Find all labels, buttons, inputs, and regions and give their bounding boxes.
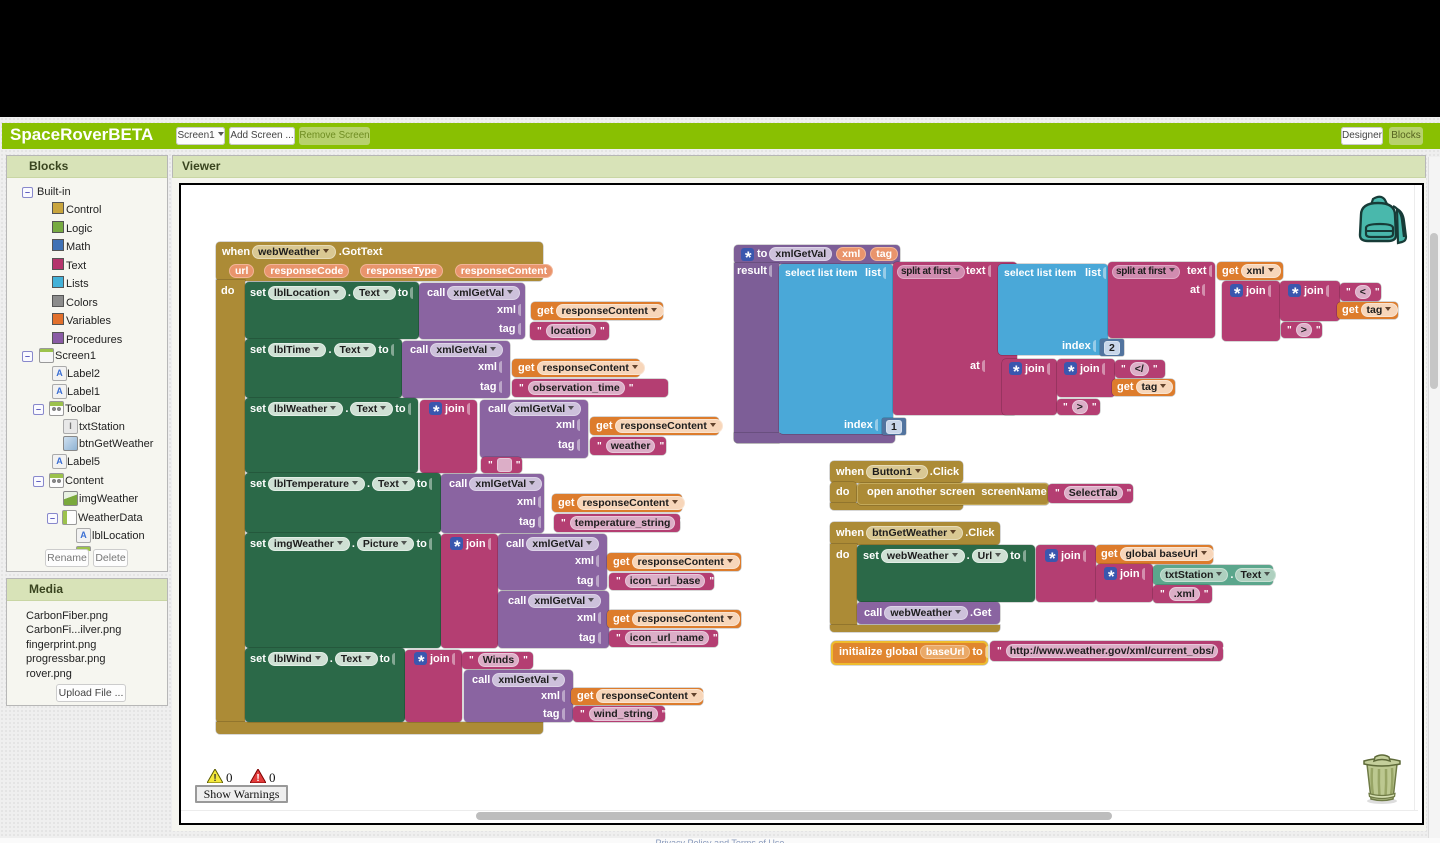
svg-text:!: !: [256, 773, 259, 783]
svg-text:!: !: [213, 773, 216, 783]
